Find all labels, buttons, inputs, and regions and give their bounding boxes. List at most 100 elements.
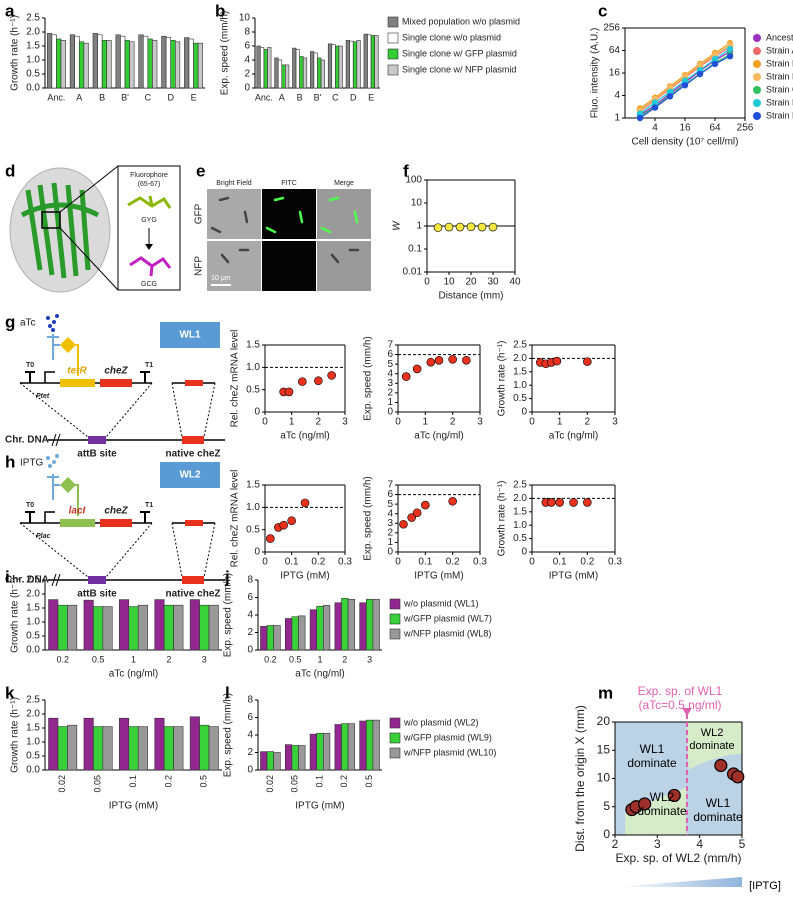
bar	[309, 609, 317, 651]
bar	[199, 724, 210, 771]
panel-d: d Fluorophore (65-67) GYG GCG	[5, 161, 181, 293]
point	[421, 500, 430, 510]
bar	[152, 40, 158, 89]
terminator-label: T0	[26, 502, 34, 509]
y-tick-label: 1	[387, 537, 393, 548]
point	[298, 377, 307, 386]
bar	[256, 45, 261, 89]
y-tick-label: 0.0	[26, 765, 40, 776]
y-tick-label: 6	[244, 41, 250, 52]
bar	[154, 717, 165, 771]
point	[314, 376, 323, 386]
bar	[334, 602, 342, 651]
repressor	[60, 477, 76, 493]
y-tick-label: 1	[387, 397, 393, 408]
x-tick-label: 0	[395, 417, 401, 428]
bar	[163, 604, 174, 651]
inducer: aTc	[20, 318, 36, 329]
y-tick-label: 0	[247, 765, 253, 776]
bar	[292, 47, 297, 89]
bar	[93, 606, 104, 651]
y-tick-label: 0.5	[246, 524, 260, 535]
y-tick-label: 3	[387, 378, 393, 389]
y-tick-label: 4	[244, 55, 250, 66]
bar	[83, 717, 94, 771]
bar	[193, 42, 199, 89]
y-tick-label: 2.5	[513, 340, 527, 351]
bar	[285, 64, 290, 89]
repressor	[60, 337, 76, 353]
y-tick-label: 1.5	[246, 340, 260, 351]
bar	[74, 35, 80, 89]
x-tick-label: 0.3	[473, 557, 487, 568]
x-tick-label: 40	[509, 277, 521, 288]
panel-label: l	[225, 683, 230, 702]
y-tick-label: 2.5	[26, 695, 40, 706]
legend-label: Strain B'	[766, 71, 793, 81]
native-label: native cheZ	[165, 589, 220, 600]
bar	[138, 34, 144, 89]
bar	[370, 35, 375, 89]
bar	[199, 604, 210, 651]
x-axis-label: aTc (ng/ml)	[549, 431, 598, 442]
column-label: FITC	[281, 180, 297, 187]
terminator	[140, 511, 150, 523]
x-tick-label: 1	[131, 654, 136, 664]
annotation: WL1	[640, 742, 665, 756]
x-tick-label: 64	[709, 123, 721, 134]
annotation: dominate	[689, 740, 734, 752]
point	[287, 516, 296, 526]
point	[583, 357, 592, 366]
bar	[142, 35, 149, 89]
panel-e: e Bright Field FITC Merge GFP NFP 10 μm	[194, 161, 371, 291]
scale-label: 10 μm	[211, 275, 231, 282]
y-tick-label: 1	[614, 113, 620, 124]
promoter	[44, 371, 55, 383]
legend-label: Single clone w/ GFP plasmid	[402, 48, 517, 58]
annotation: WL2	[701, 727, 724, 739]
x-tick-label: 0.5	[289, 654, 302, 664]
x-tick-label: 20	[465, 277, 477, 288]
legend-swatch	[389, 732, 401, 744]
x-tick-label: 0.1	[285, 557, 299, 568]
x-tick-label: 0.1	[553, 557, 567, 568]
y-tick-label: 8	[247, 575, 253, 586]
y-axis-label: Growth rate (h⁻¹)	[497, 481, 508, 557]
bar	[173, 604, 184, 651]
micrograph	[207, 241, 261, 291]
marker	[681, 708, 692, 716]
promoter	[44, 511, 55, 523]
y-tick-label: 2.0	[26, 589, 40, 600]
y-tick-label: 1	[416, 221, 422, 232]
y-tick-label: 2	[247, 627, 253, 638]
micrograph	[317, 189, 371, 239]
legend-swatch	[387, 48, 399, 60]
row-label: NFP	[194, 256, 205, 276]
y-tick-label: 4	[387, 508, 393, 519]
y-tick-label: 0.0	[26, 83, 40, 94]
point	[266, 534, 275, 543]
y-tick-label: 4	[247, 610, 253, 621]
x-tick-label: 3	[367, 654, 372, 664]
x-axis-label: IPTG (mM)	[109, 801, 158, 812]
bar	[365, 598, 374, 651]
x-tick-label: C	[145, 92, 152, 102]
y-tick-label: 0.5	[246, 384, 260, 395]
terminator	[25, 371, 35, 383]
y-tick-label: 2.0	[513, 493, 527, 504]
bar	[266, 625, 275, 651]
gene-label: cheZ	[104, 506, 128, 517]
x-axis-label: IPTG (mM)	[295, 801, 344, 812]
y-tick-label: 1.5	[26, 41, 40, 52]
point	[651, 104, 659, 111]
y-tick-label: 1.0	[513, 520, 527, 531]
x-tick-label: 0.2	[580, 557, 594, 568]
point	[444, 222, 454, 232]
y-tick-label: 1.5	[246, 480, 260, 491]
iptg-wedge	[615, 877, 742, 887]
y-tick-label: 2	[387, 387, 393, 398]
point	[401, 372, 411, 381]
x-tick-label: 0.2	[446, 557, 460, 568]
micrograph	[262, 189, 316, 239]
